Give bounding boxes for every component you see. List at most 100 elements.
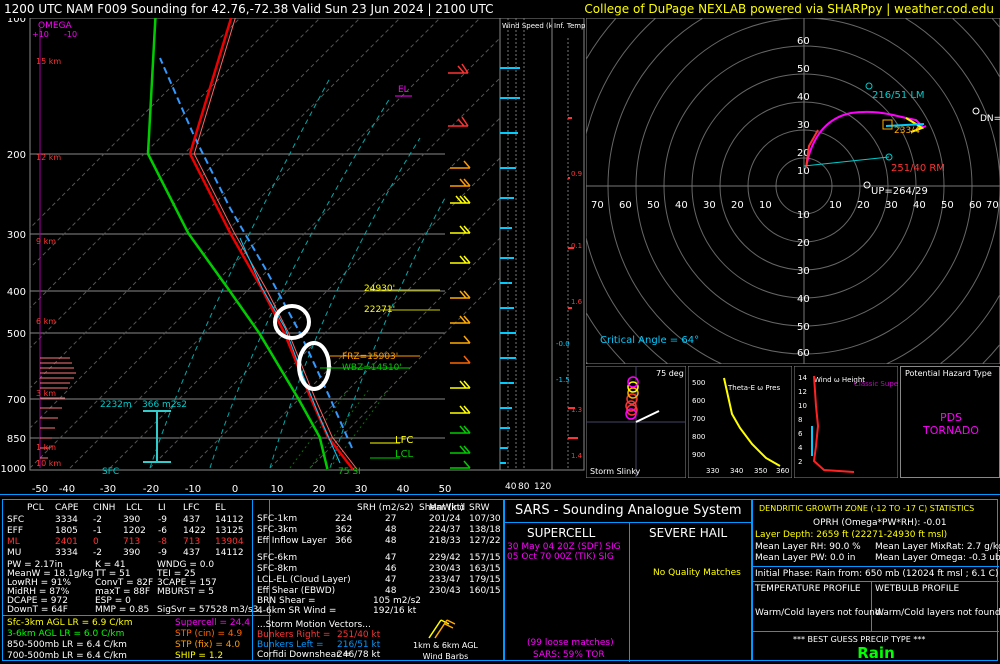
barb (450, 380, 471, 389)
hodo-mean-label: 233/4 (894, 126, 920, 136)
hodo-ring-label: 30 (797, 120, 810, 131)
kin-cell: Eff Shear (EBWD) (257, 586, 336, 596)
parcel-cell: ML (7, 537, 20, 547)
vector-br-value: 251/40 kt (337, 630, 381, 640)
wind-speed-legend: Wind Speed (knots) (502, 22, 571, 30)
adv-val-3: -0.0 (556, 340, 570, 348)
wb-profile-msg: Warm/Cold layers not found. (875, 608, 1000, 618)
param-1: STP (cin) = 4.9 (175, 629, 243, 639)
slinky-circles (625, 376, 639, 420)
hazard-type: PDS TORNADO (923, 411, 979, 437)
thetae-p-label: 600 (692, 397, 705, 405)
vector-bl-value: 216/51 kt (337, 640, 381, 650)
hodo-ring-label: 30 (703, 200, 716, 211)
kin-cell: 127/22 (469, 536, 501, 546)
windht-h-label: 4 (798, 444, 803, 452)
parcel-cell: 437 (183, 515, 201, 525)
temp-profile-msg: Warm/Cold layers not found. (755, 608, 884, 618)
height-22271: 22271' (364, 305, 395, 315)
t-label-0: -50 (32, 484, 48, 494)
slinky-tilt-line (635, 410, 660, 423)
windht-h-label: 12 (798, 388, 807, 396)
lapse-2: 850-500mb LR = 6.4 C/km (7, 640, 127, 650)
barb (450, 195, 471, 204)
kin-cell: 47 (385, 553, 397, 563)
windht-h-label: 2 (798, 458, 802, 466)
kin-col-srh: SRH (m2/s2) (357, 503, 414, 513)
skewt-frame (29, 18, 501, 471)
hodo-ring-label: 20 (797, 148, 810, 159)
temp-axis: -50 -40 -30 -20 -10 0 10 20 30 40 50 (32, 484, 452, 494)
col-lcl: LCL (126, 503, 143, 513)
kin-cell: 27 (385, 514, 397, 524)
parcel-cell: 1202 (123, 526, 146, 536)
kin-cell: 230/43 (429, 586, 461, 596)
h-label-9km: 9 km (36, 237, 56, 246)
sars-match-0: 30 May 04 20Z (SDF) SIG (507, 542, 621, 552)
precip-type: Rain (857, 644, 895, 662)
precip-title: *** BEST GUESS PRECIP TYPE *** (793, 635, 926, 644)
vector-bl-label: Bunkers Left = (257, 640, 324, 650)
hodo-ring-label: 10 (759, 200, 772, 211)
lcl-label: LCL (395, 449, 414, 460)
parcel-cell: -1 (93, 526, 102, 536)
lapse-0: Sfc-3km AGL LR = 6.9 C/km (7, 618, 133, 628)
kin-cell: 201/24 (429, 514, 461, 524)
dgz-panel: DENDRITIC GROWTH ZONE (-12 TO -17 C) STA… (752, 499, 1000, 662)
kin-cell: 163/15 (469, 564, 501, 574)
adv-values: 0.9 0.1 1.6 -0.0 -1.5 1.3 1.4 (556, 170, 583, 460)
height-labels: 15 km 12 km 9 km 6 km 3 km 1 km 10 km (36, 57, 61, 468)
adv-val-5: 1.3 (571, 406, 582, 414)
hazard-title: Potential Hazard Type (905, 369, 992, 378)
lfc-label: LFC (395, 435, 413, 446)
p-label-300: 300 (7, 230, 26, 241)
thetae-p-axis: 500 600 700 800 900 (692, 379, 705, 459)
dgz-omega: Mean Layer Omega: -0.3 ub/s (875, 553, 1000, 563)
h-label-10km: 10 km (36, 459, 61, 468)
dgz-divider-2 (753, 581, 999, 582)
credit-text: College of DuPage NEXLAB powered via SHA… (584, 2, 994, 16)
kin-cell: 224/37 (429, 525, 461, 535)
kin-cell: 48 (385, 586, 397, 596)
sars-hail: SEVERE HAIL (649, 526, 728, 540)
critical-angle: Critical Angle = 64° (600, 335, 699, 346)
hodo-mean-marker (882, 119, 893, 130)
h-label-3km: 3 km (36, 389, 56, 398)
barb (450, 425, 471, 434)
barb (450, 160, 471, 169)
adv-val-0: 0.9 (571, 170, 582, 178)
pressure-axis: 100 200 300 400 500 700 850 1000 (1, 18, 26, 475)
hodo-up-label: UP=264/29 (871, 186, 928, 197)
dgz-title: DENDRITIC GROWTH ZONE (-12 TO -17 C) STA… (759, 504, 975, 513)
wind-speed-column (499, 18, 553, 471)
index-cell: maxT = 88F (95, 587, 150, 597)
hodo-lm-marker (865, 82, 873, 90)
barb (450, 315, 471, 324)
sars-vdivider (629, 522, 630, 662)
parcel-cell: 3334 (55, 515, 78, 525)
hodo-ring-label: 40 (913, 200, 926, 211)
index-cell: 3CAPE = 157 (157, 578, 217, 588)
thetae-title: Theta-E ω Pres (727, 384, 780, 392)
param-0: Supercell = 24.4 (175, 618, 250, 628)
t-label-1: -40 (59, 484, 75, 494)
windht-h-label: 14 (798, 374, 807, 382)
hodo-dn-label: DN= (980, 114, 1000, 124)
hodo-lm-label: 216/51 LM (872, 90, 925, 101)
hodo-trace-red (805, 129, 819, 169)
parcel-cell: 390 (123, 515, 141, 525)
vector-cd-value: 246/78 kt (337, 650, 381, 660)
parcel-cell: SFC (7, 515, 25, 525)
hodo-ring-label: 60 (797, 348, 810, 359)
thetae-t-label: 340 (730, 467, 743, 475)
index-cell: MeanW = 18.1g/kg (7, 569, 94, 579)
lapse-1: 3-6km AGL LR = 6.0 C/km (7, 629, 125, 639)
ws-label-40: 40 (505, 482, 517, 492)
barb (450, 178, 471, 187)
hodo-ring-label: 40 (797, 294, 810, 305)
kin-cell: SFC-8km (257, 564, 298, 574)
kin-cell: 138/18 (469, 525, 501, 535)
index-cell: MBURST = 5 (157, 587, 214, 597)
dgz-phase: Initial Phase: Rain from: 650 mb (12024 … (755, 569, 999, 579)
sars-supercell: SUPERCELL (527, 526, 596, 540)
